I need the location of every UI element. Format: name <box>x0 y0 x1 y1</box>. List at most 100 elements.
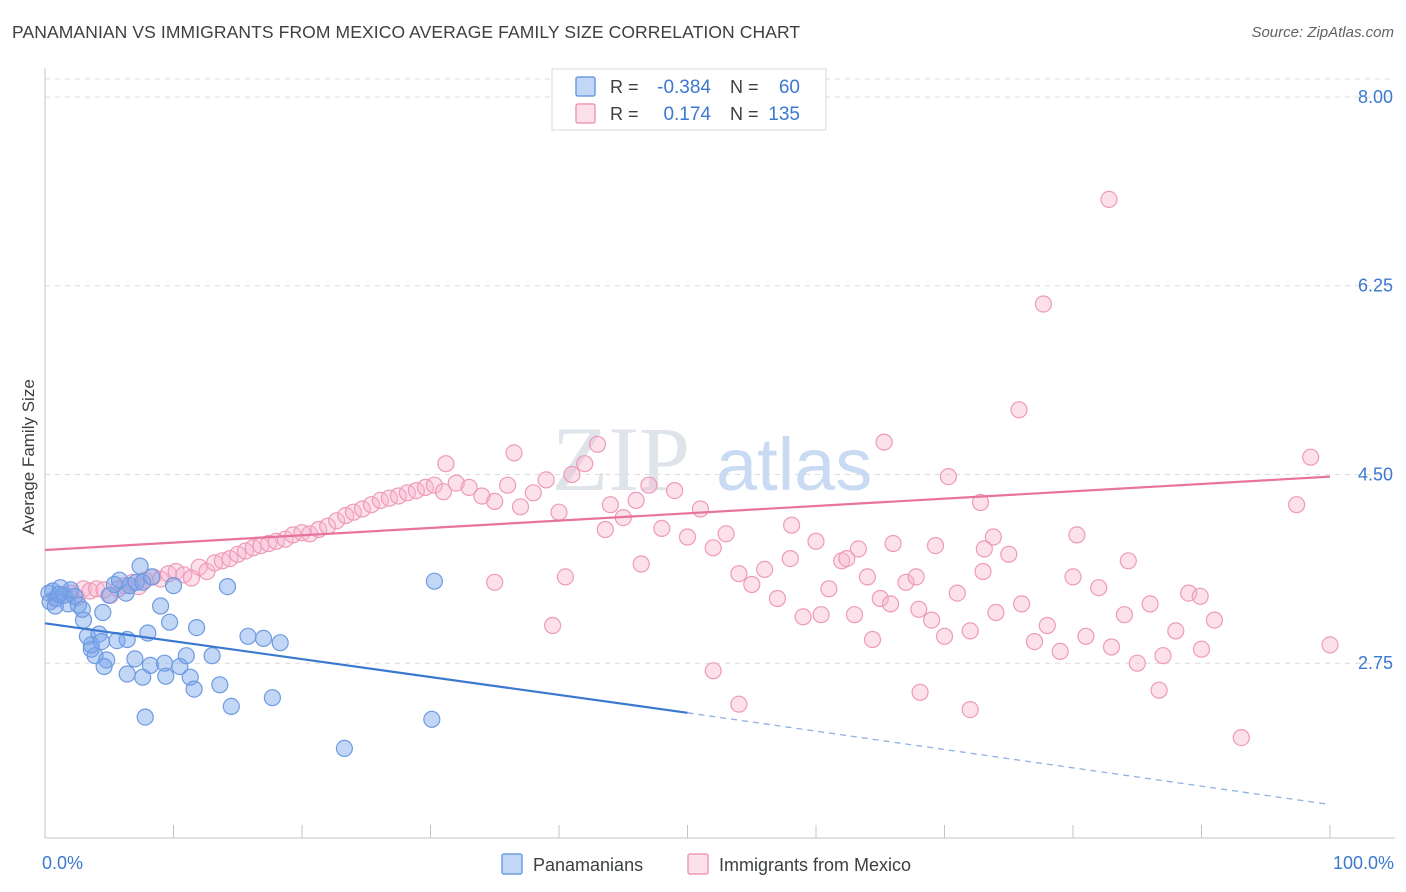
point-immigrants-from-mexico <box>743 575 761 594</box>
legend-label-panamanians: Panamanians <box>533 855 643 875</box>
point-immigrants-from-mexico <box>1287 496 1306 514</box>
point-immigrants-from-mexico <box>1192 640 1211 658</box>
point-panamanian <box>157 667 175 685</box>
y-axis-title: Average Family Size <box>19 379 38 535</box>
stats-n-label-pink: N = <box>730 104 759 124</box>
point-immigrants-from-mexico <box>782 516 801 534</box>
point-panamanian <box>136 708 154 726</box>
point-immigrants-from-mexico <box>1119 552 1137 570</box>
point-immigrants-from-mexico <box>838 549 856 568</box>
point-immigrants-from-mexico <box>1321 636 1339 654</box>
series-legend: Panamanians Immigrants from Mexico <box>501 853 911 875</box>
point-immigrants-from-mexico <box>640 476 658 494</box>
point-immigrants-from-mexico <box>353 500 371 518</box>
trend-line-immigrants-from-mexico <box>44 475 1331 552</box>
point-panamanian <box>161 613 179 631</box>
stats-n-label-blue: N = <box>730 77 759 97</box>
point-immigrants-from-mexico <box>447 474 465 492</box>
stats-legend-swatch-blue <box>575 76 596 97</box>
point-panamanian <box>185 680 203 698</box>
chart-title: PANAMANIAN VS IMMIGRANTS FROM MEXICO AVE… <box>12 22 801 42</box>
point-immigrants-from-mexico <box>473 487 491 505</box>
source-label: Source: ZipAtlas.com <box>1251 24 1394 41</box>
point-immigrants-from-mexico <box>1302 448 1320 466</box>
point-immigrants-from-mexico <box>344 503 362 521</box>
legend-swatch-immigrants-from-mexico <box>687 853 709 875</box>
point-immigrants-from-mexico <box>425 476 443 494</box>
watermark-atlas: atlas <box>716 423 872 506</box>
point-panamanian <box>211 676 229 694</box>
point-immigrants-from-mexico <box>704 662 722 680</box>
point-immigrants-from-mexico <box>1102 638 1121 656</box>
point-panamanian <box>203 647 221 665</box>
point-immigrants-from-mexico <box>939 468 958 486</box>
point-immigrants-from-mexico <box>910 600 928 618</box>
point-immigrants-from-mexico <box>563 465 581 484</box>
point-panamanian <box>126 650 144 668</box>
point-immigrants-from-mexico <box>576 455 594 473</box>
point-immigrants-from-mexico <box>794 608 812 626</box>
series-immigrants-from-mexico <box>46 190 1339 747</box>
point-immigrants-from-mexico <box>1115 606 1134 624</box>
x-tick-label-min: 0.0% <box>42 853 83 873</box>
y-tick-label: 8.00 <box>1358 87 1393 107</box>
point-immigrants-from-mexico <box>1025 632 1044 651</box>
point-immigrants-from-mexico <box>704 539 722 557</box>
point-immigrants-from-mexico <box>863 630 882 649</box>
point-immigrants-from-mexico <box>881 595 900 613</box>
point-immigrants-from-mexico <box>845 606 864 624</box>
point-immigrants-from-mexico <box>1167 622 1185 640</box>
point-panamanian <box>423 710 441 728</box>
watermark: ZIP atlas <box>552 408 872 510</box>
point-immigrants-from-mexico <box>543 616 562 635</box>
point-panamanian <box>134 668 152 686</box>
point-immigrants-from-mexico <box>961 700 979 719</box>
point-immigrants-from-mexico <box>653 519 671 538</box>
point-panamanian <box>143 568 161 586</box>
point-immigrants-from-mexico <box>755 560 774 579</box>
stats-legend-box <box>551 68 827 131</box>
point-immigrants-from-mexico <box>1191 587 1209 605</box>
point-panamanian <box>254 629 273 648</box>
point-immigrants-from-mexico <box>596 520 614 539</box>
trend-line-panamanians-extension <box>687 712 1331 806</box>
point-immigrants-from-mexico <box>820 580 838 598</box>
y-tick-label: 2.75 <box>1358 653 1393 673</box>
point-immigrants-from-mexico <box>221 549 239 568</box>
point-immigrants-from-mexico <box>1038 616 1056 635</box>
point-immigrants-from-mexico <box>601 496 620 514</box>
point-immigrants-from-mexico <box>1205 611 1224 629</box>
point-panamanian <box>94 603 112 622</box>
point-immigrants-from-mexico <box>926 536 945 555</box>
x-tick-label-max: 100.0% <box>1333 853 1394 873</box>
point-immigrants-from-mexico <box>1154 647 1172 665</box>
point-immigrants-from-mexico <box>678 528 697 546</box>
point-immigrants-from-mexico <box>556 568 575 586</box>
point-immigrants-from-mexico <box>537 471 555 489</box>
point-immigrants-from-mexico <box>407 482 425 500</box>
point-immigrants-from-mexico <box>632 555 650 573</box>
point-immigrants-from-mexico <box>362 496 380 514</box>
point-immigrants-from-mexico <box>1034 295 1053 313</box>
point-panamanian <box>271 634 289 652</box>
point-immigrants-from-mexico <box>948 584 966 602</box>
point-immigrants-from-mexico <box>717 525 735 543</box>
point-immigrants-from-mexico <box>974 562 992 581</box>
point-panamanian <box>131 557 149 575</box>
point-immigrants-from-mexico <box>975 540 993 558</box>
trend-line-panamanians <box>44 622 688 714</box>
point-panamanian <box>335 739 353 758</box>
series-panamanians <box>40 557 443 758</box>
point-immigrants-from-mexico <box>897 573 915 591</box>
point-immigrants-from-mexico <box>499 476 517 494</box>
y-tick-label: 6.25 <box>1358 276 1393 296</box>
point-immigrants-from-mexico <box>907 568 925 586</box>
point-immigrants-from-mexico <box>511 498 530 516</box>
point-immigrants-from-mexico <box>1090 579 1108 597</box>
point-immigrants-from-mexico <box>524 484 542 502</box>
point-immigrants-from-mexico <box>1077 627 1095 645</box>
point-panamanian <box>218 577 237 596</box>
point-immigrants-from-mexico <box>550 503 568 521</box>
point-immigrants-from-mexico <box>768 589 787 608</box>
